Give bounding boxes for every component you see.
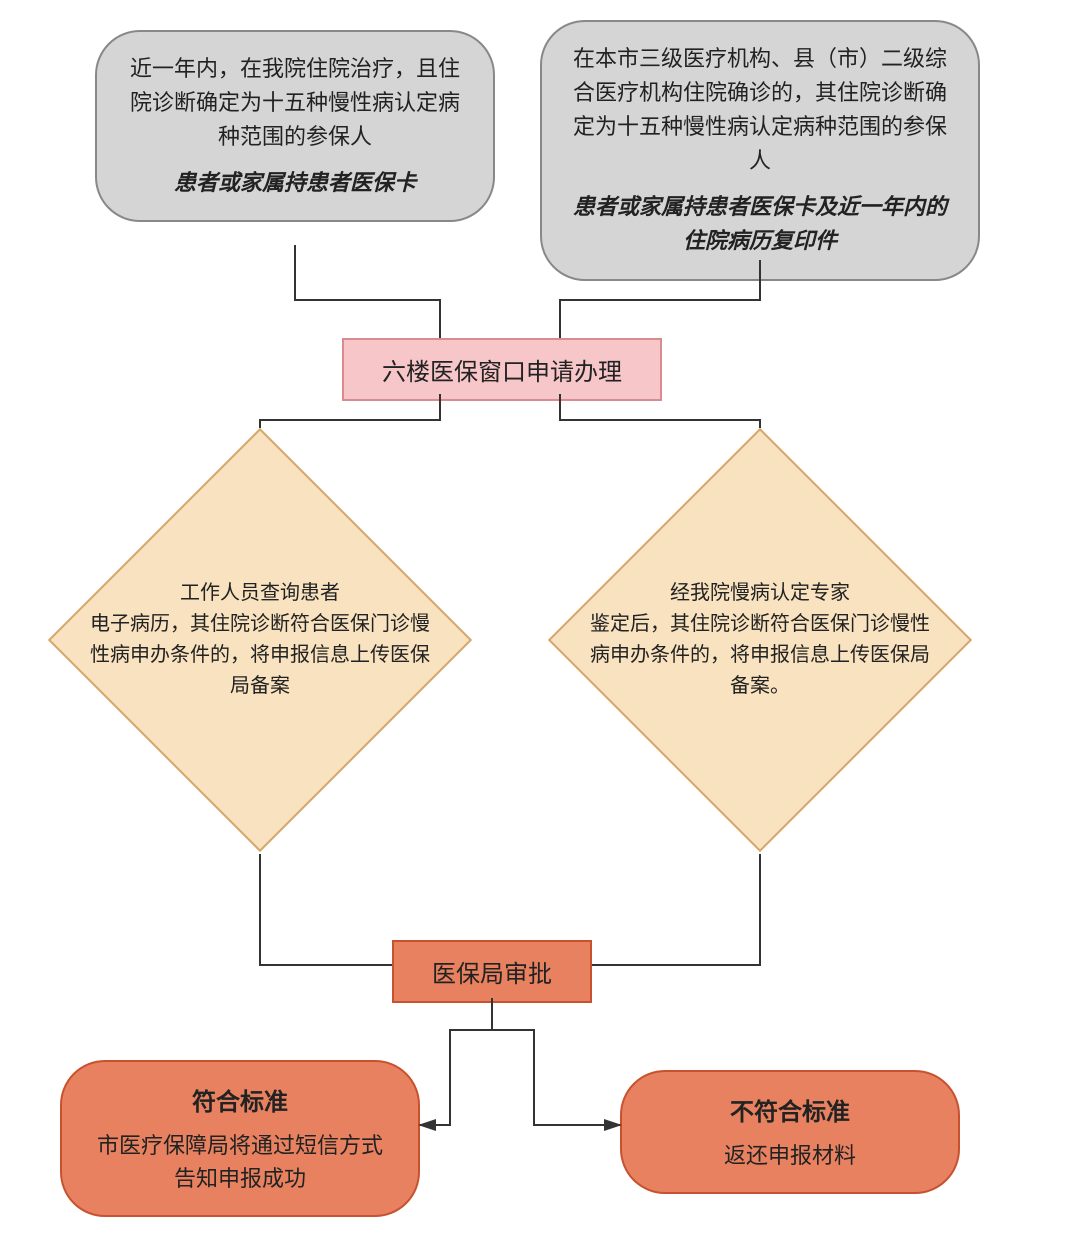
decision-left-text: 工作人员查询患者 电子病历，其住院诊断符合医保门诊慢性病申办条件的，将申报信息上… <box>90 578 430 702</box>
start-right-text: 在本市三级医疗机构、县（市）二级综合医疗机构住院确诊的，其住院诊断确定为十五种慢… <box>567 42 953 178</box>
apply-step-node: 六楼医保窗口申请办理 <box>342 338 662 401</box>
decision-left-node: 工作人员查询患者 电子病历，其住院诊断符合医保门诊慢性病申办条件的，将申报信息上… <box>110 490 410 790</box>
result-fail-body: 返还申报材料 <box>724 1139 856 1172</box>
decision-right-text: 经我院慢病认定专家 鉴定后，其住院诊断符合医保门诊慢性病申办条件的，将申报信息上… <box>590 578 930 702</box>
start-left-node: 近一年内，在我院住院治疗，且住院诊断确定为十五种慢性病认定病种范围的参保人 患者… <box>95 30 495 222</box>
approve-step-text: 医保局审批 <box>432 954 552 989</box>
apply-step-text: 六楼医保窗口申请办理 <box>382 352 622 387</box>
result-pass-node: 符合标准 市医疗保障局将通过短信方式告知申报成功 <box>60 1060 420 1217</box>
start-left-text: 近一年内，在我院住院治疗，且住院诊断确定为十五种慢性病认定病种范围的参保人 <box>122 52 468 154</box>
start-right-bold: 患者或家属持患者医保卡及近一年内的住院病历复印件 <box>567 190 953 258</box>
start-right-node: 在本市三级医疗机构、县（市）二级综合医疗机构住院确诊的，其住院诊断确定为十五种慢… <box>540 20 980 281</box>
result-pass-body: 市医疗保障局将通过短信方式告知申报成功 <box>87 1129 393 1195</box>
decision-right-node: 经我院慢病认定专家 鉴定后，其住院诊断符合医保门诊慢性病申办条件的，将申报信息上… <box>610 490 910 790</box>
result-pass-title: 符合标准 <box>192 1082 288 1117</box>
result-fail-node: 不符合标准 返还申报材料 <box>620 1070 960 1194</box>
start-left-bold: 患者或家属持患者医保卡 <box>174 166 416 200</box>
approve-step-node: 医保局审批 <box>392 940 592 1003</box>
result-fail-title: 不符合标准 <box>730 1092 850 1127</box>
